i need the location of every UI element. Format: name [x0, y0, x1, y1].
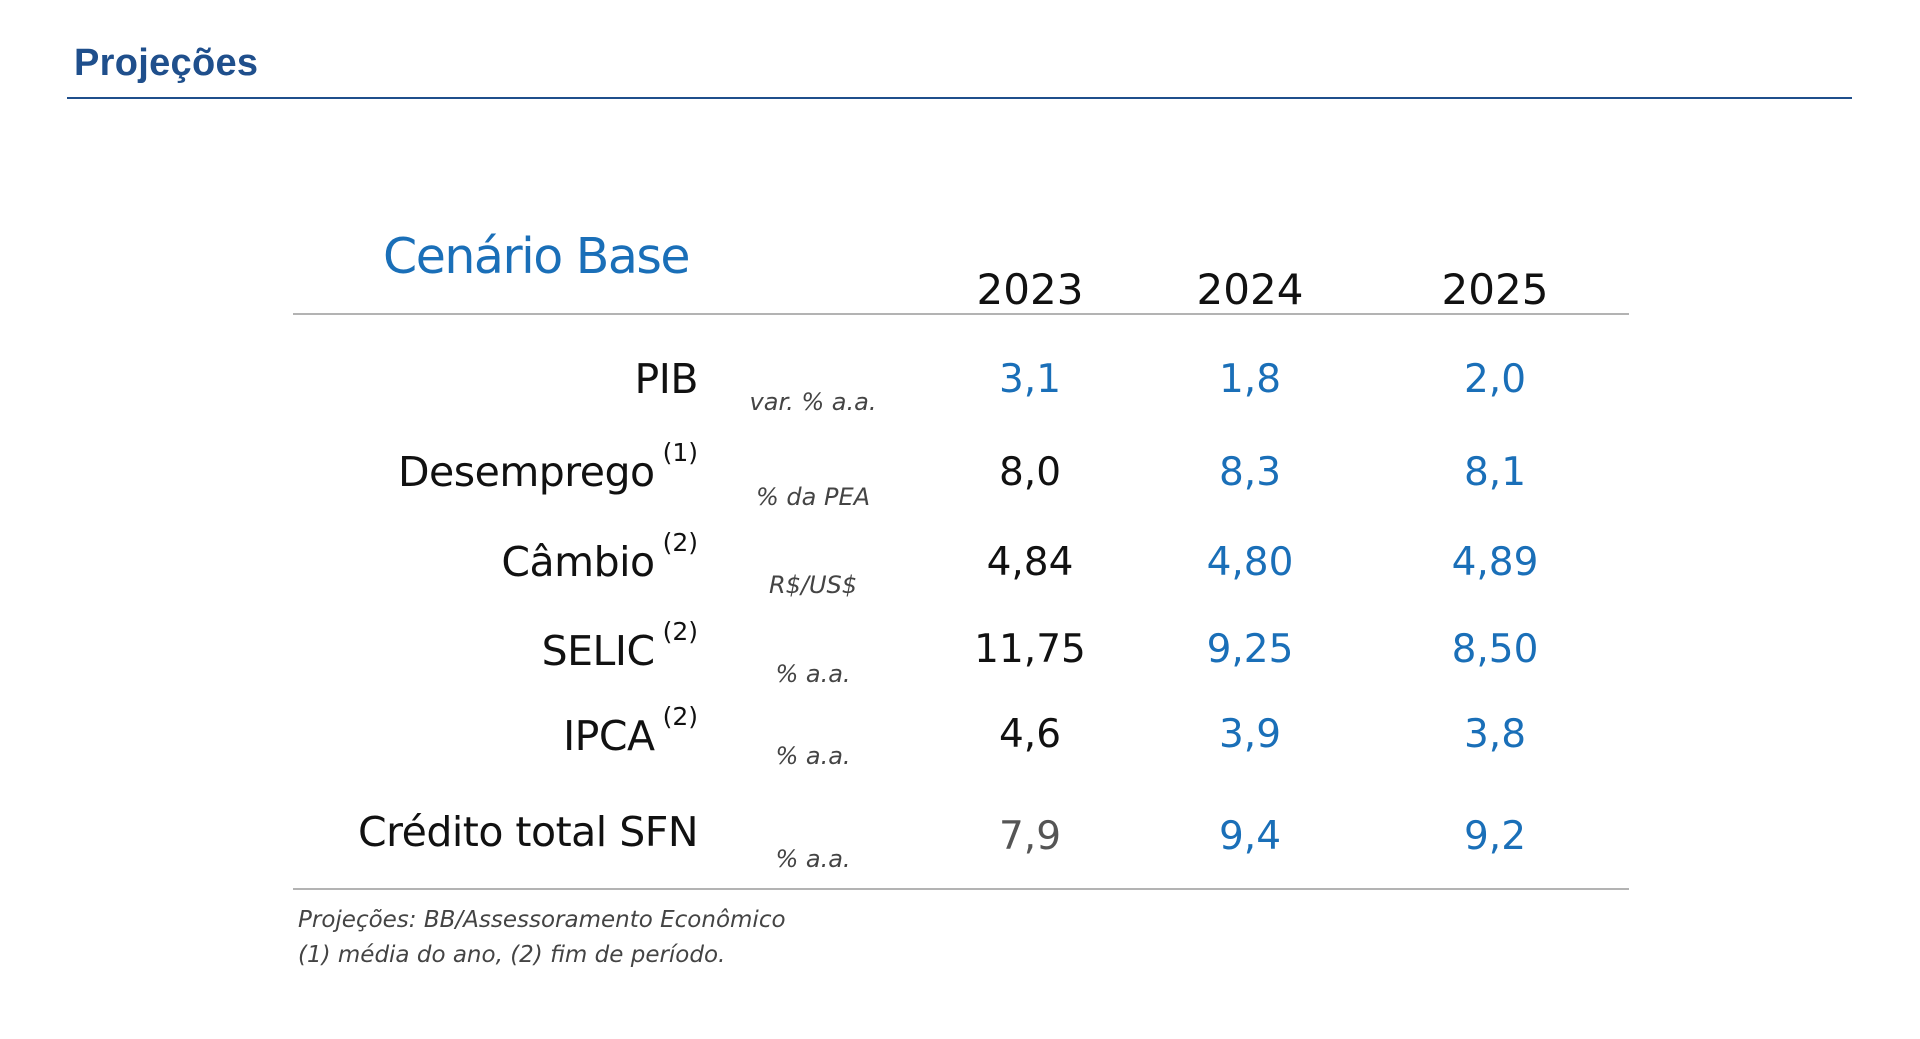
row-label: Desemprego (1)	[397, 438, 698, 496]
table-row: Desemprego (1) % da PEA 8,0 8,3 8,1	[0, 438, 1920, 511]
row-label-text: PIB	[634, 355, 699, 403]
page-title: Projeções	[74, 42, 259, 84]
value-2023: 4,6	[998, 712, 1062, 757]
row-label-text: Crédito total SFN	[358, 808, 698, 856]
value-2025: 9,2	[1463, 814, 1527, 859]
row-unit: % a.a.	[775, 660, 851, 688]
table-row: IPCA (2) % a.a. 4,6 3,9 3,8	[0, 702, 1920, 770]
row-label: SELIC (2)	[541, 617, 698, 675]
table-row: Crédito total SFN % a.a. 7,9 9,4 9,2	[0, 808, 1920, 873]
row-label: IPCA (2)	[563, 702, 698, 760]
row-label: Crédito total SFN	[358, 808, 698, 856]
table-row: SELIC (2) % a.a. 11,75 9,25 8,50	[0, 617, 1920, 688]
table-row: PIB var. % a.a. 3,1 1,8 2,0	[0, 353, 1920, 416]
row-unit: var. % a.a.	[749, 388, 877, 416]
value-2023: 4,84	[986, 540, 1074, 585]
row-footnote-marker: (2)	[662, 702, 698, 731]
year-header-2025: 2025	[1441, 265, 1549, 314]
value-2023: 7,9	[998, 814, 1062, 859]
value-2023: 3,1	[998, 357, 1062, 402]
value-2025: 8,50	[1451, 627, 1539, 672]
row-footnote-marker: (1)	[662, 438, 698, 467]
value-2025: 8,1	[1463, 450, 1527, 495]
row-unit: % a.a.	[775, 845, 851, 873]
row-label-text: Câmbio	[501, 538, 655, 586]
value-2024: 9,25	[1206, 627, 1294, 672]
year-header-2024: 2024	[1196, 265, 1304, 314]
row-footnote-marker: (2)	[662, 617, 698, 646]
table-row: Câmbio (2) R$/US$ 4,84 4,80 4,89	[0, 528, 1920, 599]
row-label: Câmbio (2)	[501, 528, 698, 586]
row-unit: % da PEA	[755, 483, 871, 511]
value-2024: 8,3	[1218, 450, 1282, 495]
value-2023: 11,75	[974, 627, 1086, 672]
title-divider	[67, 97, 1852, 99]
value-2024: 3,9	[1218, 712, 1282, 757]
value-2025: 2,0	[1463, 357, 1527, 402]
row-label-text: SELIC	[541, 627, 656, 675]
row-unit: % a.a.	[775, 742, 851, 770]
scenario-title: Cenário Base	[383, 228, 691, 285]
row-label-text: Desemprego	[397, 448, 655, 496]
value-2024: 1,8	[1218, 357, 1282, 402]
value-2024: 9,4	[1218, 814, 1282, 859]
value-2025: 3,8	[1463, 712, 1527, 757]
table-bottom-rule	[293, 888, 1629, 890]
row-footnote-marker: (2)	[662, 528, 698, 557]
row-label-text: IPCA	[563, 712, 655, 760]
value-2024: 4,80	[1206, 540, 1294, 585]
row-label: PIB	[634, 355, 699, 403]
row-unit: R$/US$	[768, 571, 858, 599]
footnote-legend: (1) média do ano, (2) fim de período.	[298, 942, 726, 968]
value-2023: 8,0	[998, 450, 1062, 495]
source-note: Projeções: BB/Assessoramento Econômico	[298, 907, 786, 933]
year-header-2023: 2023	[976, 265, 1084, 314]
value-2025: 4,89	[1451, 540, 1539, 585]
table-top-rule	[293, 313, 1629, 315]
